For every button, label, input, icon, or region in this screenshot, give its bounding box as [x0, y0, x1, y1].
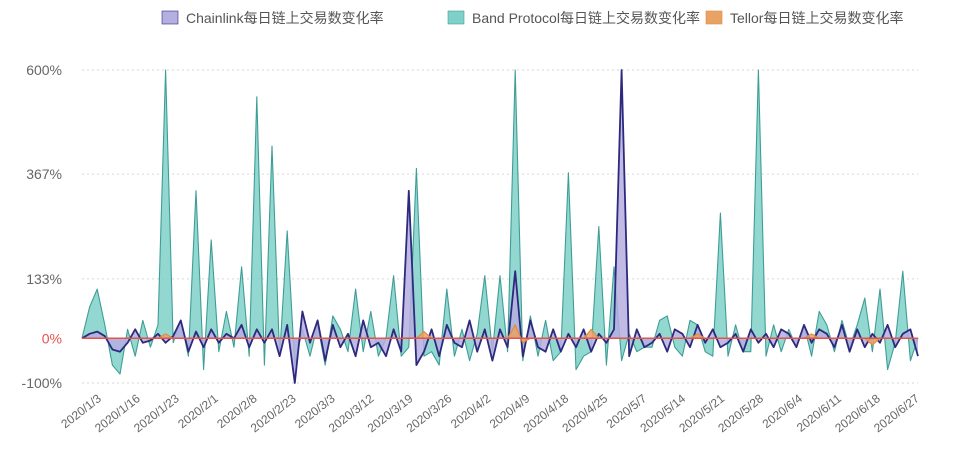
- legend-label-0: Band Protocol每日链上交易数变化率: [472, 10, 700, 26]
- x-axis: 2020/1/32020/1/162020/1/232020/2/12020/2…: [58, 391, 922, 435]
- y-tick-label-1: 367%: [26, 166, 62, 182]
- legend-swatch-2: [705, 10, 723, 25]
- y-axis: 600% 367% 133% 0% -100%: [22, 62, 62, 391]
- legend-label-2: Tellor每日链上交易数变化率: [730, 10, 903, 26]
- legend-swatch-0: [447, 10, 465, 25]
- y-tick-label-2: 133%: [26, 271, 62, 287]
- series-layer: [81, 69, 919, 384]
- y-tick-label-4: -100%: [22, 375, 62, 391]
- legend-label-1: Chainlink每日链上交易数变化率: [186, 10, 384, 26]
- y-tick-label-3: 0%: [42, 330, 62, 346]
- legend-swatch-1: [161, 10, 179, 25]
- x-tick-label-10: 2020/4/2: [448, 391, 494, 431]
- grid-lines: [82, 69, 918, 384]
- legend: Chainlink每日链上交易数变化率 Band Protocol每日链上交易数变…: [161, 10, 903, 26]
- x-tick-label-3: 2020/2/1: [175, 391, 221, 431]
- series-line-1: [81, 69, 919, 384]
- y-tick-label-0: 600%: [26, 62, 62, 78]
